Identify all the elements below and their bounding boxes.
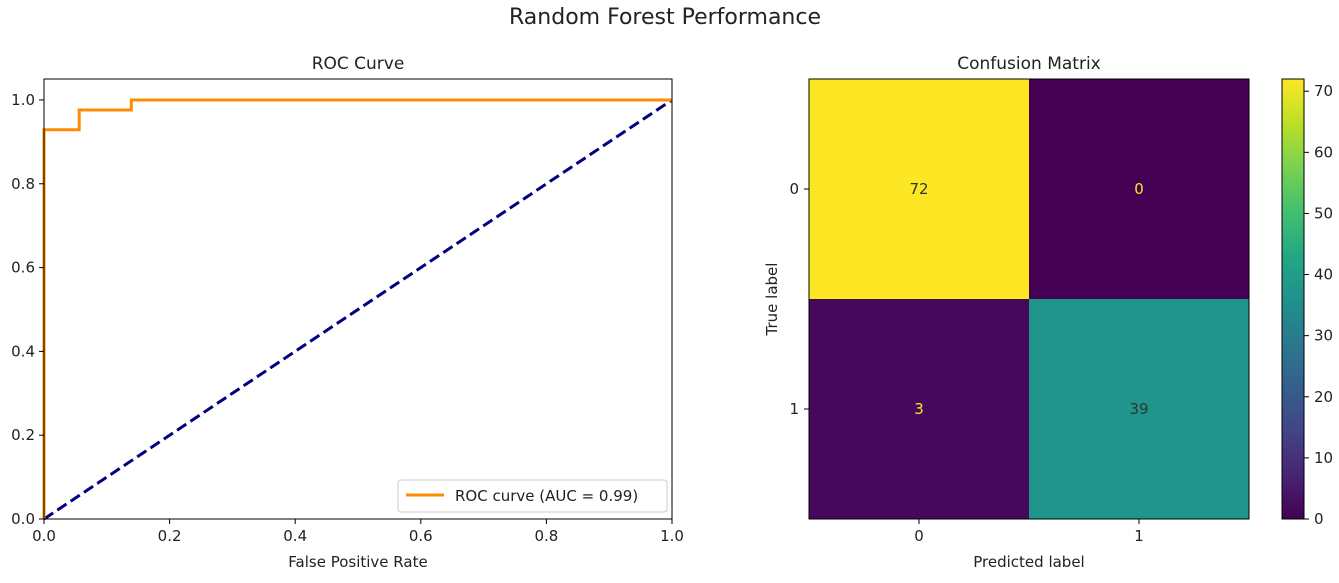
roc-x-tick-label: 0.0 [32,527,56,545]
roc-x-tick-label: 0.6 [409,527,433,545]
cm-y-tick-label: 1 [789,400,799,418]
roc-y-tick-label: 0.4 [11,342,35,360]
roc-y-ticks: 0.0 0.2 0.4 0.6 0.8 1.0 [11,91,44,528]
roc-lines [42,98,673,521]
roc-x-tick-label: 0.2 [158,527,182,545]
cm-colorbar-tick-label: 20 [1314,388,1333,406]
roc-chart: ROC Curve 0.0 0.2 0.4 0.6 0.8 1.0 0.00.20.40.… [11,54,684,571]
cm-colorbar-tick-label: 50 [1314,204,1333,222]
cm-colorbar-tick-label: 30 [1314,327,1333,345]
figure-suptitle: Random Forest Performance [509,5,821,30]
cm-colorbar-ticks: 0 10 20 30 40 50 60 70 [1304,82,1333,528]
cm-colorbar-tick-label: 40 [1314,266,1333,284]
cm-x-tick-label: 0 [914,527,924,545]
roc-x-ticks: 0.0 0.2 0.4 0.6 0.8 1.0 [32,519,684,545]
cm-colorbar-tick-label: 10 [1314,449,1333,467]
cm-x-axis-label: Predicted label [973,553,1084,571]
roc-y-tick-label: 0.2 [11,426,35,444]
cm-cell-value: 72 [909,180,928,198]
roc-axes-frame [43,78,673,520]
cm-colorbar-tick-label: 60 [1314,143,1333,161]
cm-y-axis-label: True label [763,263,781,337]
cm-cell-value: 3 [914,400,924,418]
roc-y-tick-label: 0.6 [11,259,35,277]
cm-cell-value: 0 [1134,180,1144,198]
cm-cell [1029,79,1249,299]
cm-y-tick-label: 0 [789,180,799,198]
cm-cell [809,299,1029,519]
cm-x-tick-label: 1 [1134,527,1144,545]
chance-diagonal-line [43,98,673,521]
roc-x-axis-label: False Positive Rate [288,553,427,571]
cm-axes-frame [808,78,1250,520]
cm-cell-value: 39 [1129,400,1148,418]
roc-x-tick-label: 0.8 [534,527,558,545]
cm-title: Confusion Matrix [957,54,1101,74]
confusion-matrix-chart: Confusion Matrix 72 03 39 0 101 Predicted l… [763,54,1333,571]
roc-y-tick-label: 0.8 [11,175,35,193]
roc-x-tick-label: 0.4 [283,527,307,545]
cm-colorbar-tick-label: 70 [1314,82,1333,100]
cm-colorbar [1281,78,1305,520]
cm-cells: 72 0 3 39 [809,79,1249,519]
roc-y-tick-label: 1.0 [11,91,35,109]
roc-x-tick-label: 1.0 [660,527,684,545]
cm-ticks: 0 1 0 1 [789,180,1143,545]
roc-y-tick-label: 0.0 [11,510,35,528]
roc-title: ROC Curve [312,54,405,74]
cm-colorbar-tick-label: 0 [1314,510,1324,528]
cm-cell [809,79,1029,299]
roc-legend-box [397,479,668,513]
roc-legend: ROC curve (AUC = 0.99) [397,479,668,513]
cm-cell [1029,299,1249,519]
roc-legend-label: ROC curve (AUC = 0.99) [455,487,638,505]
